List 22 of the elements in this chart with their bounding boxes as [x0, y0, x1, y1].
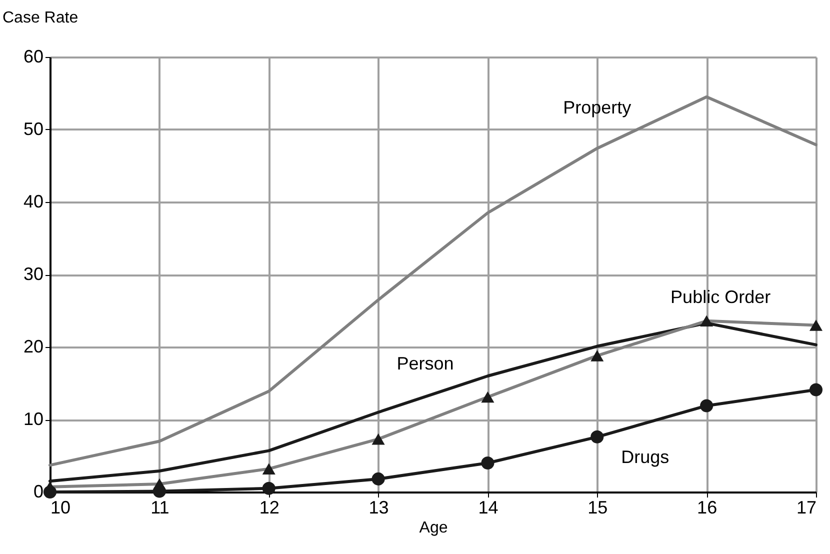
y-tick-label: 10 — [23, 409, 44, 429]
series-label: Public Order — [670, 286, 771, 307]
y-tick-label: 20 — [23, 336, 44, 356]
y-tick-label: 0 — [33, 482, 44, 502]
y-axis-title: Case Rate — [2, 10, 78, 26]
x-axis-title: Age — [419, 520, 448, 536]
y-tick-label: 40 — [23, 192, 44, 212]
y-tick-label: 60 — [23, 46, 44, 66]
series-label: Person — [396, 353, 454, 374]
x-tick-label: 15 — [588, 498, 608, 518]
x-tick-label: 16 — [697, 498, 718, 518]
series-label: Drugs — [621, 446, 670, 467]
x-tick-label: 11 — [150, 498, 170, 518]
x-tick-label: 17 — [796, 498, 816, 518]
x-tick-label: 13 — [368, 498, 389, 518]
x-tick-label: 14 — [478, 498, 498, 518]
y-tick-label: 30 — [23, 264, 44, 284]
line-series — [48, 95, 818, 467]
series-label: Property — [563, 97, 632, 118]
x-tick-label: 12 — [259, 498, 280, 518]
y-tick-label: 50 — [23, 119, 44, 139]
x-tick-label: 10 — [50, 498, 71, 518]
